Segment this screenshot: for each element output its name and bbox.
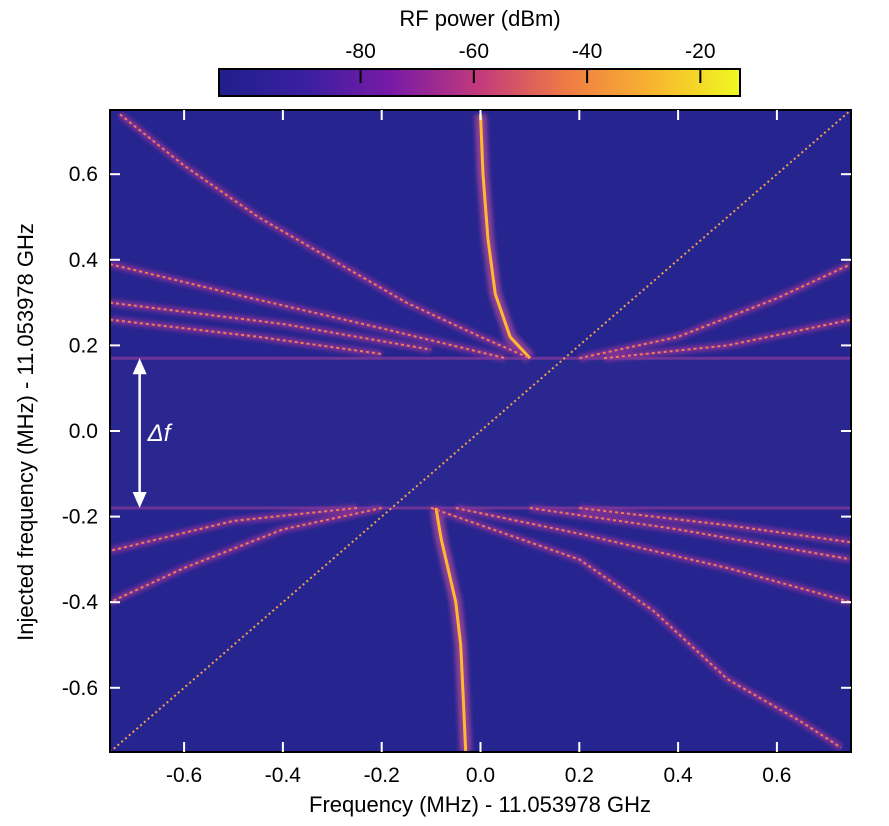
colorbar-label: RF power (dBm) — [399, 6, 560, 31]
y-tick-label: -0.4 — [62, 591, 99, 614]
trace-sideband-upper-right — [579, 263, 851, 360]
y-tick-label: 0.6 — [69, 163, 98, 186]
delta-f-label: Δf — [147, 420, 173, 447]
trace-glow-sideband-upper-1 — [117, 111, 532, 362]
x-tick-label: 0.0 — [466, 764, 495, 787]
trace-injected-signal — [110, 110, 851, 752]
colorbar: RF power (dBm) -80 -60 -40 -20 — [218, 6, 741, 97]
y-tick-label: 0.4 — [69, 249, 99, 272]
trace-sideband-lower-2 — [455, 507, 851, 604]
colorbar-gradient — [218, 68, 741, 97]
x-axis-label: Frequency (MHz) - 11.053978 GHz — [309, 792, 651, 817]
colorbar-tick-label: -40 — [572, 40, 602, 63]
locking-band — [110, 358, 851, 509]
trace-glow-sideband-lower-left-2 — [110, 504, 358, 555]
delta-f-arrowhead-top — [132, 358, 147, 375]
x-tick-label: -0.4 — [265, 764, 302, 787]
trace-free-running-upper — [479, 114, 532, 360]
y-tick-label: 0.2 — [69, 334, 98, 357]
delta-f-arrowhead-bottom — [132, 492, 147, 509]
x-tick-label: -0.6 — [166, 764, 202, 787]
trace-glow-sideband-upper-right-2 — [603, 316, 851, 362]
trace-sideband-upper-4 — [110, 318, 382, 355]
colorbar-tick-label: -20 — [685, 40, 715, 63]
x-tick-label: 0.2 — [565, 764, 594, 787]
trace-sideband-lower-4 — [579, 507, 851, 544]
x-tick-label: 0.6 — [762, 764, 791, 787]
trace-sideband-upper-2 — [110, 263, 506, 360]
y-tick-label: -0.6 — [62, 677, 98, 700]
y-tick-label: 0.0 — [69, 420, 98, 443]
plot-area — [110, 110, 851, 752]
colorbar-tick-label: -60 — [459, 40, 489, 63]
trace-sideband-upper-3 — [110, 301, 432, 351]
trace-sideband-lower-3 — [529, 507, 851, 561]
y-tick-label: -0.2 — [62, 506, 98, 529]
trace-sideband-lower-1 — [430, 507, 842, 749]
x-tick-label: 0.4 — [663, 764, 693, 787]
x-tick-label: -0.2 — [364, 764, 400, 787]
trace-free-running-lower — [434, 507, 468, 752]
y-axis-label: Injected frequency (MHz) - 11.053978 GHz — [13, 223, 38, 641]
colorbar-tick-label: -80 — [345, 40, 375, 63]
delta-f-annotation: Δf — [132, 358, 173, 509]
trace-sideband-lower-left — [110, 507, 382, 604]
